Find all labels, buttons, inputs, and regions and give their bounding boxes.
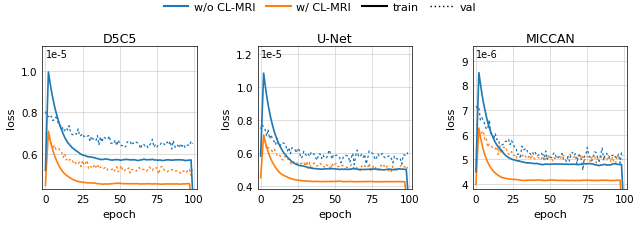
X-axis label: epoch: epoch: [318, 209, 352, 219]
Text: 1e-6: 1e-6: [476, 50, 498, 59]
Text: 1e-5: 1e-5: [260, 50, 283, 59]
Title: U-Net: U-Net: [317, 33, 353, 45]
Y-axis label: loss: loss: [446, 107, 456, 128]
Legend: w/o CL-MRI, w/ CL-MRI, train, val: w/o CL-MRI, w/ CL-MRI, train, val: [159, 0, 481, 18]
Y-axis label: loss: loss: [6, 107, 15, 128]
Title: MICCAN: MICCAN: [525, 33, 575, 45]
X-axis label: epoch: epoch: [533, 209, 567, 219]
Title: D5C5: D5C5: [102, 33, 137, 45]
Text: 1e-5: 1e-5: [45, 50, 67, 59]
X-axis label: epoch: epoch: [103, 209, 137, 219]
Y-axis label: loss: loss: [221, 107, 230, 128]
